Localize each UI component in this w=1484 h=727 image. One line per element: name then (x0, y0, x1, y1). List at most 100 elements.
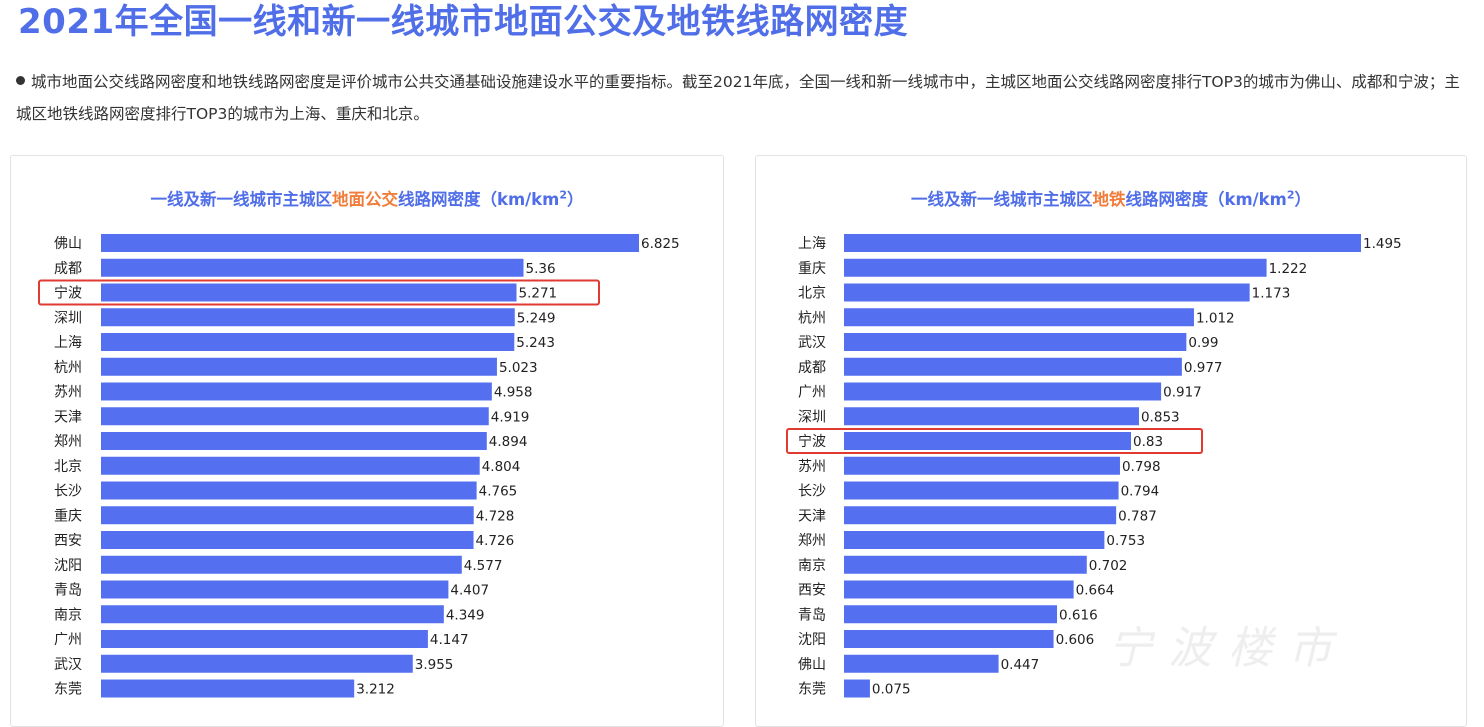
watermark: 宁波楼市 (1108, 623, 1348, 674)
metro-value-label: 0.83 (1133, 434, 1163, 450)
metro-bar (844, 308, 1194, 327)
page-title: 2021年全国一线和新一线城市地面公交及地铁线路网密度 (18, 2, 909, 42)
bus-value-label: 4.919 (491, 409, 530, 425)
metro-category-label: 杭州 (798, 310, 826, 326)
metro-bar (844, 432, 1132, 450)
metro-bar (844, 605, 1058, 624)
metro-bar (844, 258, 1267, 277)
summary-text: 城市地面公交线路网密度和地铁线路网密度是评价城市公共交通基础设施建设水平的重要指… (16, 73, 1460, 123)
bus-category-label: 武汉 (54, 657, 82, 673)
bus-value-label: 5.271 (519, 286, 558, 302)
metro-value-label: 0.075 (872, 682, 911, 698)
metro-category-label: 北京 (798, 286, 826, 302)
metro-value-label: 0.753 (1106, 533, 1145, 549)
bus-category-label: 杭州 (54, 360, 82, 376)
bus-chart-title-suffix: 线路网密度（km/km (397, 190, 560, 209)
metro-value-label: 0.606 (1056, 632, 1095, 648)
metro-value-label: 0.664 (1076, 583, 1115, 599)
bus-bar (101, 432, 487, 450)
metro-category-label: 西安 (798, 583, 826, 599)
metro-value-label: 0.616 (1059, 607, 1098, 623)
bus-category-label: 上海 (54, 335, 82, 351)
bus-category-label: 天津 (54, 409, 82, 425)
bus-value-label: 4.728 (476, 508, 515, 524)
metro-value-label: 0.798 (1122, 459, 1161, 475)
metro-density-chart-panel: 一线及新一线城市主城区地铁线路网密度（km/km2） 上海 1.495 重庆 1.22… (755, 155, 1467, 727)
metro-value-label: 0.917 (1163, 385, 1202, 401)
bus-value-label: 5.243 (516, 335, 555, 351)
bus-chart-title-prefix: 一线及新一线城市主城区 (150, 190, 332, 209)
bus-category-label: 东莞 (54, 682, 82, 698)
bus-bar (101, 580, 449, 599)
metro-bar (844, 333, 1187, 351)
metro-bar (844, 531, 1105, 549)
bus-bar (101, 506, 474, 525)
bus-value-label: 4.894 (489, 434, 528, 450)
metro-category-label: 深圳 (798, 409, 826, 425)
metro-value-label: 0.853 (1141, 409, 1180, 425)
bus-chart-title-sup: 2 (559, 188, 567, 202)
bus-category-label: 深圳 (54, 310, 82, 326)
bus-bar (101, 630, 428, 648)
metro-chart-title-sup: 2 (1286, 188, 1295, 202)
bus-bar (101, 605, 444, 624)
bus-chart-title-highlight: 地面公交 (331, 190, 398, 209)
bus-value-label: 4.577 (464, 558, 503, 574)
metro-bar (844, 382, 1162, 401)
bus-category-label: 沈阳 (54, 558, 82, 574)
bus-bar (101, 258, 524, 277)
metro-value-label: 0.787 (1118, 508, 1157, 524)
bus-chart-title: 一线及新一线城市主城区地面公交线路网密度（km/km2） (11, 186, 723, 210)
bus-value-label: 5.36 (526, 261, 556, 277)
metro-value-label: 1.222 (1269, 261, 1308, 277)
bus-category-label: 长沙 (54, 484, 82, 500)
bullet-icon (16, 76, 25, 85)
bus-category-label: 青岛 (54, 583, 82, 599)
metro-bar (844, 580, 1074, 599)
metro-category-label: 南京 (798, 558, 826, 574)
bus-bar (101, 531, 474, 549)
metro-category-label: 宁波 (798, 433, 826, 450)
metro-bar (844, 506, 1117, 525)
metro-category-label: 成都 (798, 360, 826, 376)
bus-bar (101, 407, 489, 426)
bus-category-label: 南京 (54, 607, 82, 623)
metro-category-label: 沈阳 (798, 632, 826, 648)
metro-bar (844, 630, 1054, 648)
bus-bar (101, 456, 480, 475)
bus-value-label: 5.023 (499, 360, 538, 376)
metro-bar (844, 456, 1120, 475)
bus-density-chart-panel: 一线及新一线城市主城区地面公交线路网密度（km/km2） 佛山 6.825 成都 5.… (10, 155, 724, 727)
bus-category-label: 郑州 (54, 434, 82, 450)
metro-chart-title-end: ） (1294, 190, 1312, 209)
bus-category-label: 广州 (54, 632, 82, 648)
metro-bar (844, 555, 1087, 574)
bus-category-label: 苏州 (54, 385, 82, 401)
bus-category-label: 北京 (54, 459, 82, 475)
metro-category-label: 武汉 (798, 335, 826, 351)
bus-value-label: 6.825 (641, 236, 680, 252)
metro-category-label: 天津 (798, 508, 826, 524)
bus-value-label: 4.765 (479, 484, 518, 500)
metro-bar (844, 654, 999, 673)
bus-value-label: 4.147 (430, 632, 469, 648)
metro-value-label: 1.173 (1252, 286, 1291, 302)
bus-bar (101, 555, 462, 574)
bus-density-bar-chart: 佛山 6.825 成都 5.36 宁波 5.271 深圳 5.249 上海 5.243 杭州 5.02… (38, 234, 680, 698)
bus-value-label: 4.958 (494, 385, 533, 401)
metro-category-label: 郑州 (798, 533, 826, 549)
metro-category-label: 佛山 (798, 657, 826, 673)
bus-bar (101, 283, 517, 302)
bus-chart-title-end: ） (567, 190, 584, 209)
metro-value-label: 0.99 (1188, 335, 1218, 351)
metro-chart-title-prefix: 一线及新一线城市主城区 (910, 190, 1093, 209)
bus-bar (101, 234, 639, 252)
bus-value-label: 3.212 (356, 682, 395, 698)
bus-bar (101, 382, 492, 401)
metro-bar (844, 481, 1119, 500)
metro-bar (844, 283, 1250, 302)
metro-category-label: 青岛 (798, 607, 826, 623)
bus-category-label: 成都 (54, 261, 82, 277)
metro-bar (844, 234, 1361, 252)
bus-bar (101, 308, 515, 327)
